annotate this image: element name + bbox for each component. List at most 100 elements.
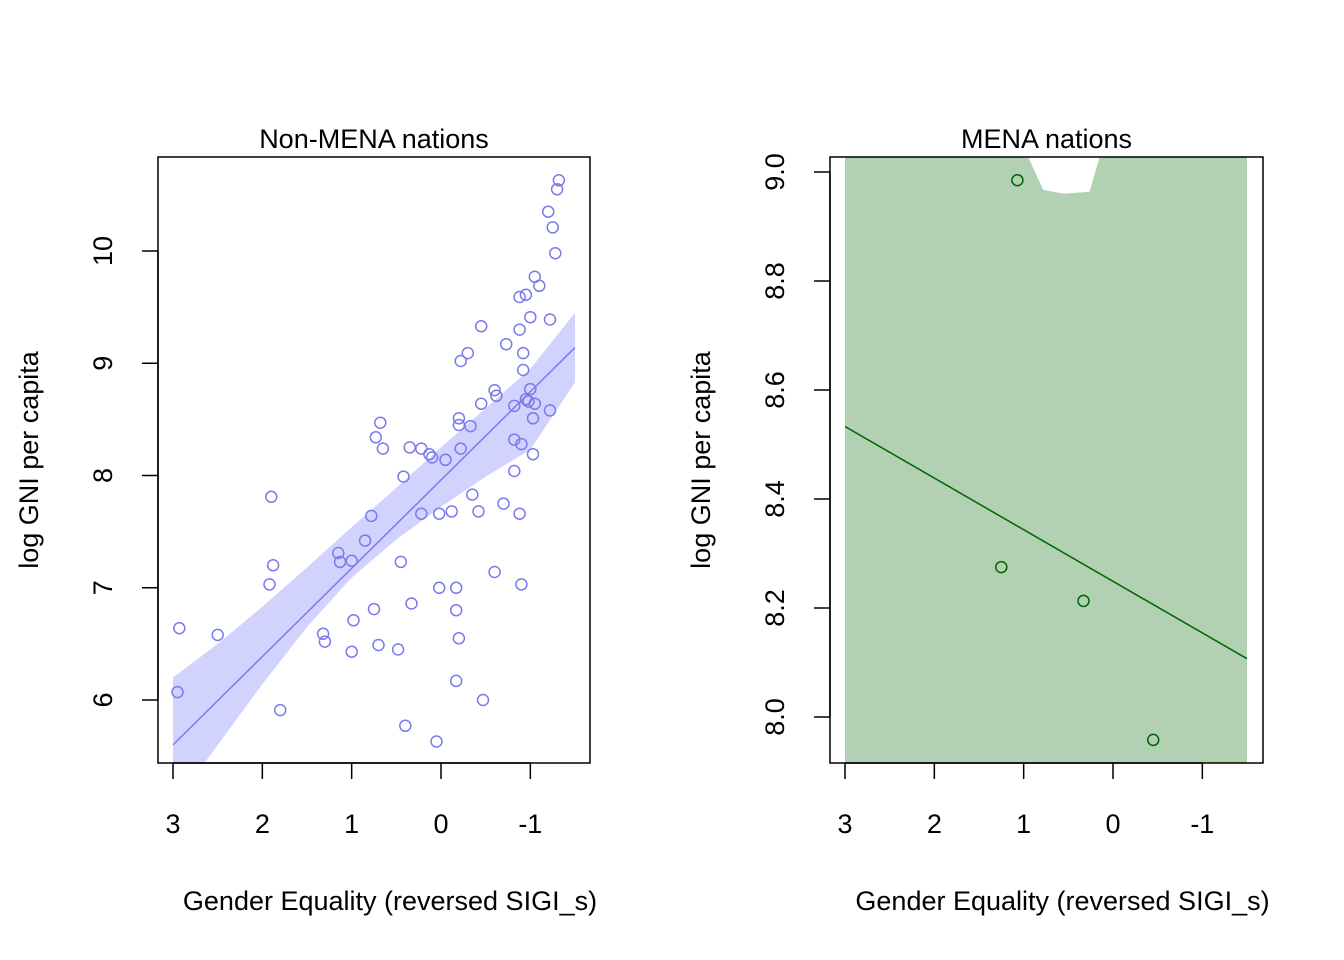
nonmena-point-7 — [519, 288, 533, 302]
nonmena-point-17 — [516, 363, 530, 377]
nonmena-point-81 — [399, 719, 412, 733]
nonmena-point-39 — [423, 447, 436, 461]
mena-plot-area — [844, 157, 1248, 763]
nonmena-point-71 — [316, 627, 330, 641]
nonmena-point-79 — [476, 693, 490, 707]
nonmena-x-tick-label-2: 1 — [344, 809, 359, 839]
nonmena-confidence-band — [173, 312, 575, 763]
nonmena-point-65 — [405, 597, 418, 610]
nonmena-point-82 — [430, 735, 443, 748]
nonmena-point-36 — [403, 441, 416, 454]
nonmena-point-23 — [474, 397, 488, 410]
nonmena-point-29 — [452, 418, 466, 432]
mena-y-tick-label-0: 8.0 — [760, 698, 790, 736]
mena-y-tick-label-3: 8.6 — [760, 371, 790, 409]
nonmena-point-8 — [513, 290, 526, 304]
nonmena-title: Non-MENA nations — [259, 124, 489, 154]
mena-x-tick-label-4: -1 — [1190, 809, 1214, 839]
mena-x-tick-label-2: 1 — [1016, 809, 1031, 839]
mena-confidence-band — [845, 157, 1247, 763]
nonmena-point-18 — [524, 382, 537, 396]
nonmena-point-12 — [474, 319, 488, 333]
mena-point-3 — [1146, 733, 1160, 747]
mena-x-tick-label-0: 3 — [837, 809, 852, 839]
nonmena-point-13 — [499, 337, 513, 351]
nonmena-point-75 — [391, 643, 405, 656]
nonmena-point-76 — [345, 645, 358, 658]
nonmena-plot-area — [171, 174, 576, 763]
mena-y-tick-label-5: 9.0 — [760, 153, 790, 191]
nonmena-point-67 — [449, 603, 463, 617]
nonmena-x-tick-label-0: 3 — [165, 809, 180, 839]
nonmena-point-43 — [508, 464, 521, 478]
nonmena-point-55 — [332, 546, 345, 560]
nonmena-point-51 — [432, 507, 446, 520]
nonmena-point-15 — [516, 346, 530, 360]
nonmena-x-tick-label-3: 0 — [433, 809, 448, 839]
nonmena-point-37 — [415, 442, 428, 455]
nonmena-point-19 — [488, 383, 501, 397]
nonmena-point-69 — [173, 621, 186, 635]
nonmena-point-73 — [318, 635, 332, 648]
mena-point-2 — [1077, 594, 1090, 608]
nonmena-point-44 — [397, 470, 410, 483]
nonmena-x-tick-label-4: -1 — [518, 809, 542, 839]
nonmena-point-57 — [333, 555, 347, 569]
nonmena-y-tick-label-0: 6 — [88, 692, 118, 707]
nonmena-point-48 — [472, 505, 485, 518]
nonmena-point-34 — [515, 437, 528, 451]
nonmena-point-68 — [347, 614, 360, 627]
nonmena-point-6 — [533, 279, 546, 293]
nonmena-point-60 — [488, 565, 501, 579]
mena-point-1 — [995, 560, 1008, 574]
nonmena-point-47 — [497, 497, 510, 510]
nonmena-x-tick-label-1: 2 — [255, 809, 270, 839]
nonmena-point-62 — [515, 578, 528, 591]
mena-panel: 3 2 1 0 -1 8.0 8.2 8.4 8.6 8.8 9.0 MENA nations Gend… — [686, 124, 1270, 916]
nonmena-point-11 — [513, 323, 526, 336]
nonmena-point-38 — [454, 442, 467, 455]
nonmena-point-59 — [266, 559, 280, 572]
nonmena-point-77 — [449, 674, 463, 688]
nonmena-point-4 — [549, 246, 562, 260]
mena-x-axis-label: Gender Equality (reversed SIGI_s) — [855, 886, 1269, 916]
nonmena-y-tick-label-3: 9 — [88, 356, 118, 371]
nonmena-point-27 — [526, 412, 540, 425]
nonmena-point-46 — [265, 490, 278, 504]
nonmena-point-25 — [508, 399, 521, 413]
nonmena-point-66 — [367, 602, 381, 616]
nonmena-point-0 — [552, 174, 566, 187]
nonmena-fit-line — [172, 347, 576, 746]
mena-fit-line — [844, 425, 1248, 660]
nonmena-point-64 — [449, 581, 463, 595]
nonmena-x-axis-label: Gender Equality (reversed SIGI_s) — [183, 886, 597, 916]
nonmena-point-70 — [211, 628, 224, 642]
nonmena-point-63 — [432, 581, 446, 595]
nonmena-point-3 — [546, 221, 559, 234]
nonmena-point-2 — [541, 205, 555, 218]
nonmena-y-tick-label-4: 10 — [88, 236, 118, 266]
nonmena-point-40 — [425, 451, 439, 464]
mena-y-tick-label-4: 8.8 — [760, 262, 790, 300]
nonmena-point-22 — [522, 395, 535, 408]
nonmena-point-41 — [526, 447, 540, 461]
mena-title: MENA nations — [961, 124, 1132, 154]
nonmena-point-10 — [543, 313, 557, 326]
nonmena-point-35 — [376, 442, 390, 455]
mena-y-tick-label-2: 8.4 — [760, 480, 790, 518]
nonmena-point-58 — [394, 555, 408, 569]
nonmena-point-20 — [490, 389, 503, 403]
nonmena-point-74 — [372, 638, 385, 652]
mena-x-tick-label-1: 2 — [927, 809, 942, 839]
nonmena-point-32 — [369, 431, 383, 444]
nonmena-y-tick-label-2: 8 — [88, 468, 118, 483]
nonmena-point-45 — [466, 488, 479, 501]
nonmena-point-42 — [439, 453, 452, 467]
nonmena-point-9 — [524, 310, 537, 324]
nonmena-point-16 — [454, 354, 467, 368]
nonmena-y-axis-label: log GNI per capita — [14, 350, 44, 569]
nonmena-point-24 — [528, 397, 542, 410]
nonmena-point-49 — [445, 505, 458, 518]
